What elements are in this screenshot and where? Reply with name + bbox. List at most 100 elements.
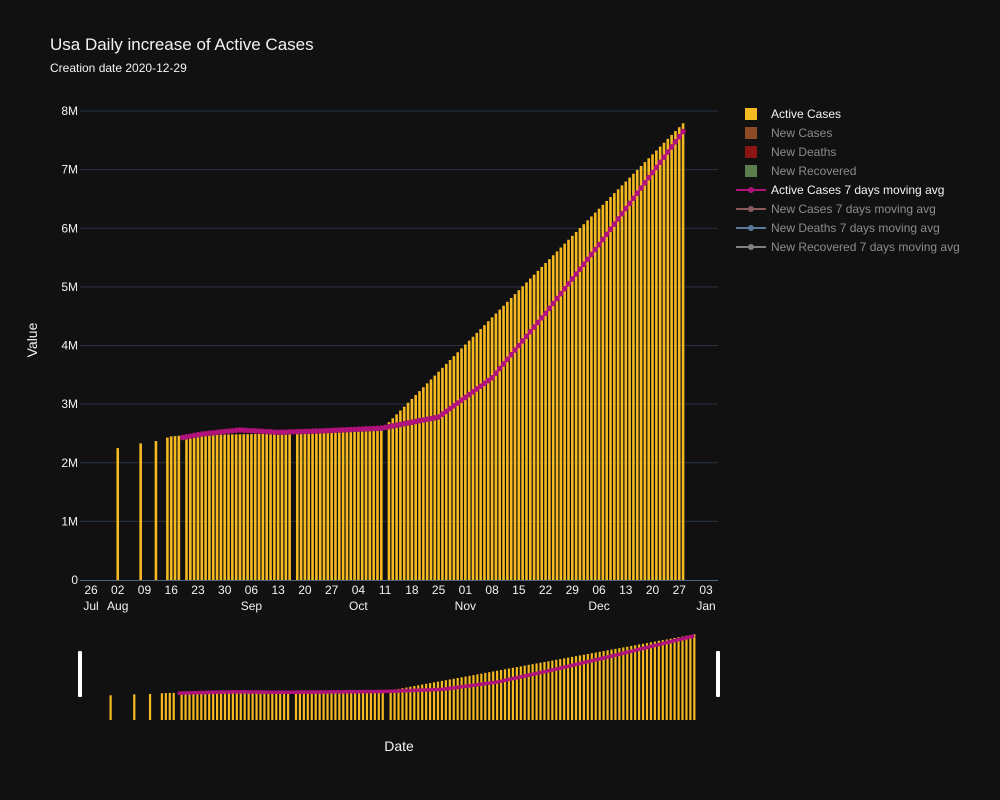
range-slider-bar	[346, 692, 349, 720]
range-slider-bar	[614, 648, 617, 720]
active-cases-bar	[486, 321, 490, 580]
range-slider-bar	[432, 682, 436, 720]
range-slider-bar	[350, 692, 353, 720]
range-slider-bar	[342, 692, 345, 720]
active-cases-bar	[231, 434, 234, 580]
active-cases-bar	[211, 434, 215, 580]
active-cases-bar	[372, 430, 375, 580]
x-tick-label: 16	[165, 583, 179, 597]
legend-item[interactable]: New Cases	[745, 126, 832, 140]
moving-avg-point	[649, 169, 656, 176]
x-tick-month-label: Nov	[455, 599, 476, 613]
x-tick-month-label: Dec	[588, 599, 609, 613]
active-cases-bar	[578, 228, 582, 581]
range-slider-bar	[172, 692, 175, 720]
active-cases-bar	[337, 431, 341, 580]
range-slider[interactable]	[78, 634, 720, 720]
x-tick-label: 30	[218, 583, 232, 597]
x-tick-month-label: Sep	[241, 599, 263, 613]
active-cases-bar	[647, 158, 651, 580]
legend-item[interactable]: New Recovered 7 days moving avg	[736, 240, 960, 254]
moving-avg-point	[653, 164, 660, 171]
active-cases-bar	[494, 313, 498, 580]
active-cases-bar	[444, 363, 448, 580]
range-slider-bar	[622, 647, 625, 720]
legend-item[interactable]: Active Cases	[745, 107, 841, 121]
active-cases-bar	[364, 430, 368, 580]
legend-item[interactable]: New Deaths	[745, 145, 836, 159]
range-slider-bar	[681, 636, 684, 720]
active-cases-bar	[360, 430, 364, 580]
active-cases-bar	[639, 166, 643, 580]
active-cases-bar	[303, 432, 307, 580]
legend-item[interactable]: New Recovered	[745, 164, 856, 178]
range-slider-bar	[188, 692, 191, 720]
moving-avg-point	[657, 159, 663, 166]
moving-avg-point	[554, 295, 560, 302]
legend-swatch-marker	[748, 244, 754, 250]
moving-avg-point	[676, 133, 683, 140]
legend-swatch	[745, 127, 757, 139]
active-cases-bar	[192, 435, 196, 580]
active-cases-bar	[227, 434, 230, 580]
range-slider-bar	[610, 649, 613, 720]
range-slider-bar	[484, 672, 487, 720]
active-cases-bar	[234, 434, 238, 580]
active-cases-bar	[605, 200, 608, 580]
active-cases-bar	[651, 154, 654, 581]
active-cases-bar	[185, 435, 188, 580]
x-tick-label: 29	[566, 583, 580, 597]
legend-swatch-marker	[748, 187, 754, 193]
legend-item[interactable]: New Cases 7 days moving avg	[736, 202, 936, 216]
range-slider-left-handle[interactable]	[78, 651, 82, 697]
range-slider-bar	[373, 691, 376, 720]
range-slider-bar	[578, 655, 582, 720]
active-cases-bar	[613, 193, 616, 580]
active-cases-bar	[540, 266, 544, 580]
active-cases-bar	[502, 305, 505, 580]
legend-item[interactable]: Active Cases 7 days moving avg	[736, 183, 944, 197]
range-slider-bar	[425, 683, 428, 720]
range-slider-right-handle[interactable]	[716, 651, 720, 697]
range-slider-bar	[606, 650, 609, 720]
active-cases-bar	[177, 435, 181, 580]
active-cases-bar	[349, 431, 353, 580]
x-tick-label: 13	[619, 583, 633, 597]
active-cases-bar	[559, 247, 563, 580]
range-slider-bar	[511, 667, 515, 720]
legend-label: New Recovered	[771, 164, 856, 178]
active-cases-bar	[563, 243, 566, 580]
active-cases-bar	[238, 434, 242, 580]
range-slider-bar	[638, 644, 641, 720]
active-cases-bar	[632, 173, 635, 580]
active-cases-bar	[422, 387, 425, 580]
active-cases-bar	[536, 270, 540, 580]
active-cases-bar	[666, 138, 670, 580]
active-cases-bar	[509, 297, 513, 580]
active-cases-bar	[517, 290, 521, 580]
y-axis-label: Value	[24, 322, 40, 357]
active-cases-bar	[681, 123, 685, 580]
x-tick-label: 08	[485, 583, 499, 597]
y-axis-ticks: 0 1M 2M 3M 4M 5M 6M 7M 8M	[61, 104, 78, 587]
active-cases-bar	[674, 131, 677, 581]
active-cases-bar	[574, 231, 578, 580]
moving-avg-point	[584, 256, 591, 263]
moving-avg-point	[504, 356, 511, 363]
active-cases-bar	[471, 336, 475, 580]
active-cases-bar	[521, 286, 524, 580]
moving-avg-point	[600, 236, 606, 243]
range-slider-bar	[507, 668, 511, 720]
active-cases-bar	[376, 430, 379, 580]
active-cases-bar	[215, 434, 219, 580]
range-slider-bar	[164, 693, 167, 720]
legend-swatch	[745, 108, 757, 120]
moving-avg-point	[519, 338, 526, 344]
legend-item[interactable]: New Deaths 7 days moving avg	[736, 221, 940, 235]
range-slider-bar	[428, 683, 432, 720]
x-tick-label: 04	[352, 583, 366, 597]
range-slider-bar	[574, 656, 578, 720]
active-cases-bar	[326, 431, 330, 580]
moving-avg-point	[672, 138, 679, 145]
active-cases-bar	[265, 433, 269, 580]
